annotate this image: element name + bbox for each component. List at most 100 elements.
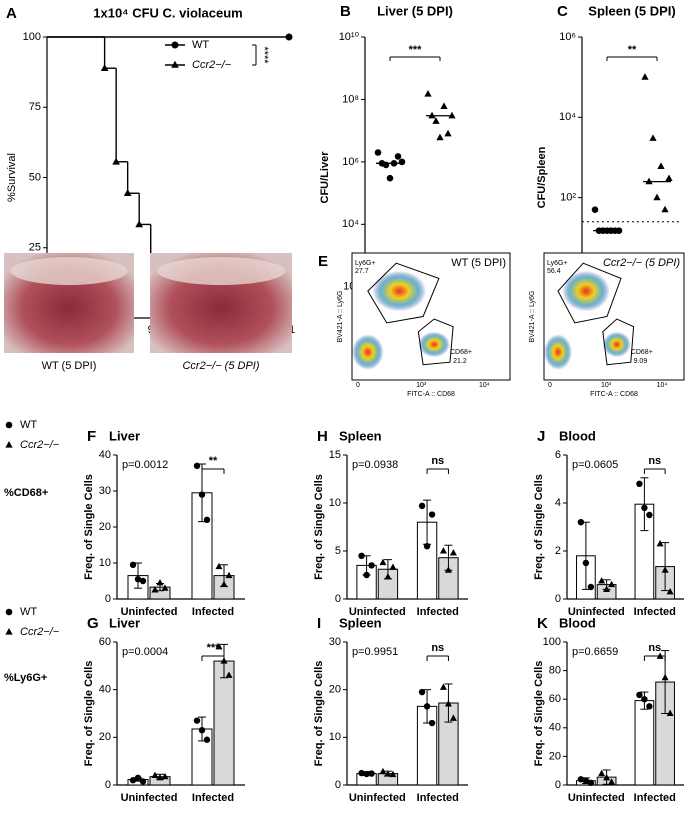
marker <box>577 519 585 526</box>
flow-y-label: BV421-A :: Ly6G <box>337 291 344 343</box>
bar <box>634 700 655 786</box>
marker <box>134 774 142 782</box>
legend-label: Ccr2−/− <box>20 439 60 451</box>
y-tick-label: 2 <box>555 545 561 557</box>
marker <box>636 480 643 487</box>
marker <box>418 688 426 696</box>
x-tick-label: Uninfected <box>568 606 625 618</box>
significance: **** <box>258 46 270 64</box>
flow-x-tick: 0 <box>548 382 552 389</box>
marker <box>139 577 147 585</box>
marker <box>129 561 137 568</box>
y-tick-label: 0 <box>335 779 341 791</box>
marker <box>418 502 426 510</box>
y-tick-label: 100 <box>23 31 41 43</box>
x-tick-label: Uninfected <box>349 606 406 618</box>
y-tick-label: 40 <box>549 722 561 734</box>
chart-title: Liver <box>109 615 140 630</box>
significance: ns <box>648 642 661 654</box>
marker <box>444 129 452 137</box>
photo-detail <box>10 257 128 285</box>
chart-title: Liver (5 DPI) <box>377 3 453 18</box>
y-axis-label: %Survival <box>6 153 18 202</box>
x-tick-label: Infected <box>417 792 459 804</box>
significance: ns <box>648 455 661 467</box>
marker <box>653 193 661 201</box>
marker <box>389 563 397 570</box>
chart-title: Spleen <box>339 615 382 630</box>
panel-label: E <box>318 253 328 270</box>
marker <box>656 539 664 547</box>
flow-x-tick: 10³ <box>416 382 427 389</box>
marker <box>439 547 447 554</box>
marker <box>379 767 387 775</box>
cell-cloud <box>562 270 610 312</box>
photo-detail <box>157 257 285 285</box>
chart-title: Spleen <box>339 428 382 443</box>
marker <box>156 578 164 586</box>
marker <box>161 584 169 591</box>
y-tick-label: 10⁸ <box>342 93 359 105</box>
marker <box>285 33 293 41</box>
marker <box>577 776 585 783</box>
y-tick-label: 4 <box>555 497 561 509</box>
marker <box>363 571 370 579</box>
marker <box>100 63 109 71</box>
gate <box>557 262 622 324</box>
photo-caption: Ccr2−/− (5 DPI) <box>182 360 259 372</box>
significance: ns <box>431 642 444 654</box>
flow-x-tick: 10⁴ <box>657 382 668 389</box>
panel-label: B <box>340 3 351 20</box>
flow-x-tick: 0 <box>356 382 360 389</box>
gate-value: 56.4 <box>547 268 561 275</box>
legend-label: Ccr2−/− <box>20 626 60 638</box>
flow-y-label: BV421-A :: Ly6G <box>529 291 536 343</box>
y-tick-label: 0 <box>555 593 561 605</box>
y-axis-label: CFU/Liver <box>319 151 331 204</box>
marker <box>428 719 436 727</box>
chart-title: Blood <box>559 615 596 630</box>
legend-label: WT <box>20 606 37 618</box>
marker <box>582 559 590 567</box>
marker <box>368 770 375 777</box>
marker <box>123 189 132 197</box>
marker <box>591 206 599 213</box>
marker <box>5 441 13 448</box>
marker <box>645 177 653 185</box>
marker <box>135 220 144 228</box>
gate-value: 21.2 <box>453 358 467 365</box>
marker <box>198 726 206 734</box>
marker <box>225 671 233 678</box>
marker <box>449 714 457 721</box>
y-tick-label: 40 <box>99 684 111 696</box>
y-tick-label: 10⁴ <box>342 218 359 230</box>
panel-label: F <box>87 428 96 445</box>
flow-x-tick: 10⁴ <box>479 382 490 389</box>
panel-label: H <box>317 428 328 445</box>
y-tick-label: 10 <box>329 731 341 743</box>
panel-label: J <box>537 428 545 445</box>
marker <box>641 696 648 703</box>
marker <box>134 576 142 583</box>
y-tick-label: 10⁴ <box>559 111 576 123</box>
marker <box>641 73 649 80</box>
gate-label: CD68+ <box>450 349 472 356</box>
marker <box>666 709 674 717</box>
chart-title: Liver <box>109 428 140 443</box>
y-tick-label: 60 <box>549 693 561 705</box>
marker <box>661 673 669 681</box>
marker <box>636 691 643 699</box>
marker <box>384 573 392 580</box>
marker <box>220 580 228 588</box>
marker <box>5 421 13 429</box>
flow-x-tick: 10³ <box>601 382 612 389</box>
legend-label: WT <box>192 39 209 51</box>
annotation: p=0.0004 <box>122 646 168 658</box>
marker <box>384 770 392 777</box>
y-tick-label: 40 <box>99 449 111 461</box>
gate-value: 27.7 <box>355 268 369 275</box>
marker <box>171 41 179 49</box>
y-tick-label: 10¹⁰ <box>339 31 360 43</box>
gate-value: 9.09 <box>634 358 648 365</box>
